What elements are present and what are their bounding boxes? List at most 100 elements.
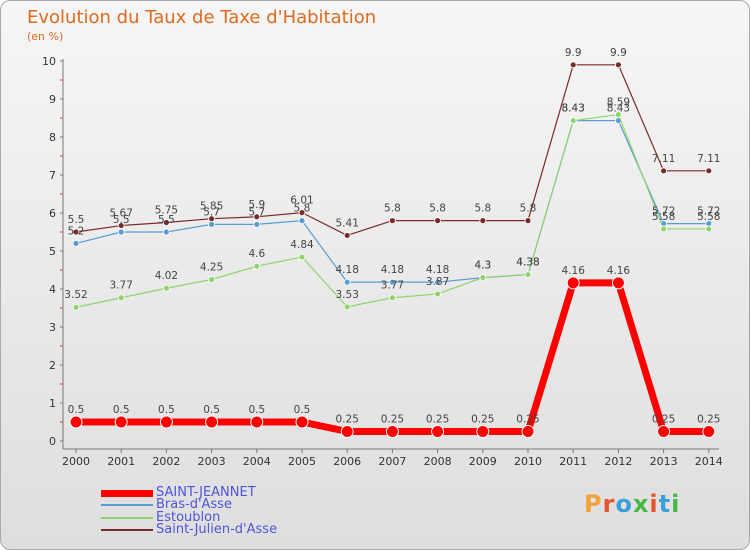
data-point (72, 239, 80, 247)
data-label: 5.8 (520, 203, 537, 215)
data-label: 5.5 (68, 214, 85, 226)
data-point (205, 415, 219, 429)
data-label: 5.8 (294, 203, 311, 215)
logo-letter: P (584, 490, 603, 518)
data-label: 0.25 (426, 414, 449, 426)
data-point (569, 61, 577, 69)
data-label: 5.8 (474, 203, 491, 215)
data-label: 5.41 (336, 217, 359, 229)
logo-letter: x (632, 490, 650, 518)
x-tick-label: 2013 (650, 455, 678, 468)
legend-label: Estoublon (156, 509, 221, 525)
data-point (479, 274, 487, 282)
data-label: 0.25 (336, 414, 359, 426)
y-tick-label: 7 (49, 169, 56, 182)
legend-swatch (101, 489, 153, 497)
data-point (72, 303, 80, 311)
data-point (250, 415, 264, 429)
data-point (295, 415, 309, 429)
logo-letter: r (602, 490, 616, 518)
series-line-1 (75, 120, 709, 283)
data-label: 4.3 (474, 260, 491, 272)
legend: SAINT-JEANNET Bras-d'Asse Estoublon Saint-J… (101, 486, 277, 536)
x-tick-label: 2000 (62, 455, 90, 468)
data-label: 5.85 (200, 201, 223, 213)
data-point (705, 167, 713, 175)
data-point (343, 278, 351, 286)
logo-letter: o (615, 490, 633, 518)
x-tick-label: 2010 (514, 455, 542, 468)
legend-item: Saint-Julien-d'Asse (101, 523, 277, 536)
data-label: 0.25 (652, 414, 675, 426)
y-tick-label: 5 (49, 245, 56, 258)
data-label: 4.18 (336, 264, 359, 276)
data-label: 3.53 (336, 289, 359, 301)
data-point (521, 425, 535, 438)
data-label: 0.25 (381, 414, 404, 426)
x-tick-label: 2008 (424, 455, 452, 468)
data-point (253, 220, 261, 228)
data-point (611, 276, 625, 290)
logo-letter: i (649, 490, 659, 518)
data-label: 0.5 (68, 404, 85, 416)
data-point (208, 220, 216, 228)
y-tick-label: 0 (49, 435, 56, 448)
data-point (388, 294, 396, 302)
data-point (117, 222, 125, 229)
x-tick-label: 2012 (604, 455, 632, 468)
data-point (253, 262, 261, 270)
data-label: 4.38 (516, 257, 539, 269)
y-tick-label: 9 (49, 93, 56, 106)
data-point (72, 228, 80, 236)
x-tick-label: 2011 (559, 455, 587, 468)
data-point (660, 167, 667, 175)
data-label: 5.7 (203, 206, 220, 218)
data-label: 5.5 (158, 214, 175, 226)
data-label: 8.43 (562, 103, 585, 115)
logo-letter: i (671, 490, 681, 518)
data-label: 4.02 (155, 270, 178, 282)
y-tick-label: 10 (42, 55, 56, 68)
data-point (117, 228, 125, 236)
proxiti-logo: Proxiti (584, 490, 680, 518)
data-point (702, 425, 716, 438)
legend-swatch (101, 529, 153, 532)
data-point (524, 217, 532, 225)
data-label: 7.11 (697, 153, 720, 165)
data-point (114, 415, 128, 429)
x-tick-label: 2006 (333, 455, 361, 468)
logo-letter: t (658, 490, 672, 518)
data-point (479, 217, 487, 225)
data-label: 5.8 (429, 203, 446, 215)
data-point (434, 290, 442, 298)
data-point (208, 215, 216, 223)
data-label: 0.5 (203, 404, 220, 416)
data-point (298, 209, 306, 217)
data-point (615, 111, 622, 118)
data-point (434, 217, 442, 225)
data-point (434, 278, 442, 286)
legend-item: Bras-d'Asse (101, 497, 277, 513)
data-label: 5.75 (155, 205, 178, 217)
data-label: 4.18 (426, 264, 449, 276)
unit-label: (en %) (27, 30, 64, 43)
data-label: 4.16 (607, 265, 631, 277)
data-label: 4.6 (248, 248, 265, 260)
data-label: 3.77 (381, 280, 404, 292)
legend-label: Bras-d'Asse (156, 497, 232, 513)
data-label: 4.84 (290, 239, 314, 251)
data-label: 5.72 (697, 206, 720, 218)
data-point (657, 425, 671, 438)
x-tick-label: 2004 (243, 455, 271, 468)
data-point (615, 61, 622, 69)
data-point (208, 276, 216, 283)
x-tick-label: 2005 (288, 455, 316, 468)
data-label: 0.5 (248, 404, 265, 416)
data-label: 4.38 (516, 257, 539, 269)
data-label: 0.25 (697, 414, 720, 426)
x-tick-label: 2007 (378, 455, 406, 468)
data-point (385, 425, 399, 438)
data-label: 9.9 (565, 47, 582, 59)
data-point (69, 415, 83, 429)
